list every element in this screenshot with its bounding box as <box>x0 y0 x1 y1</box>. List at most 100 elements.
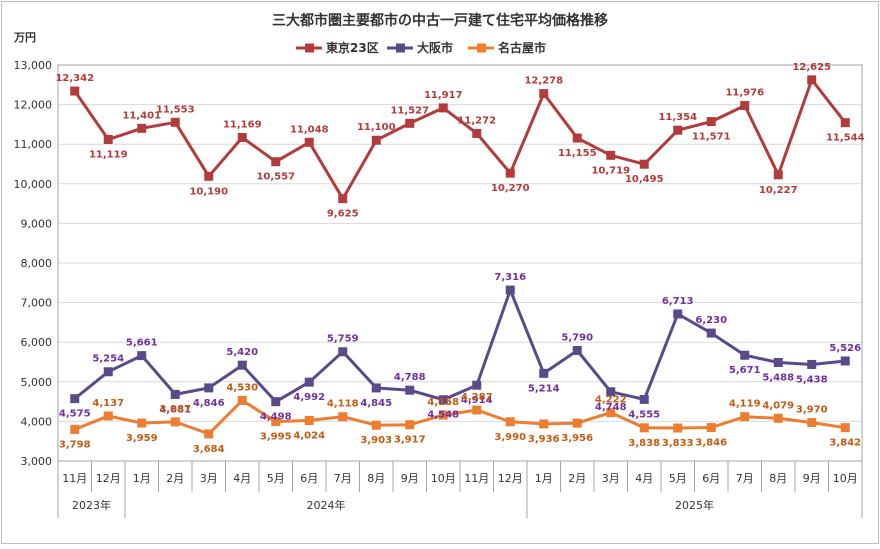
legend: 東京23区 大阪市 名古屋市 <box>296 40 546 55</box>
data-point <box>539 89 549 99</box>
data-label: 4,548 <box>427 410 459 421</box>
x-axis: 11月 12月 1月 2月 3月 4月 5月 6月 7月 8月 9月 10月 11月 12月 1月 2月 3月 4… <box>57 64 863 518</box>
data-point <box>103 367 113 377</box>
data-label: 4,137 <box>92 398 124 409</box>
x-tick-label: 3月 <box>200 472 218 485</box>
data-point <box>304 137 314 147</box>
legend-swatch-marker <box>305 43 314 53</box>
series-line <box>73 288 846 404</box>
data-point <box>271 417 281 427</box>
data-label: 12,278 <box>524 76 563 87</box>
data-point <box>639 423 649 433</box>
data-label: 6,230 <box>695 315 727 326</box>
data-label: 5,526 <box>829 343 861 354</box>
data-label: 3,684 <box>193 444 225 455</box>
x-tick-label: 9月 <box>401 472 419 485</box>
data-point <box>137 351 147 361</box>
data-point <box>606 150 616 160</box>
data-label: 4,287 <box>461 392 493 403</box>
x-tick-label: 8月 <box>367 472 385 485</box>
data-point <box>137 123 147 133</box>
data-point <box>170 117 180 127</box>
data-label: 4,788 <box>394 372 426 383</box>
data-point <box>338 347 348 357</box>
data-label: 11,527 <box>390 105 429 116</box>
data-point <box>572 346 582 356</box>
data-label: 10,495 <box>625 174 664 185</box>
x-tick-label: 12月 <box>96 472 121 485</box>
data-label: 11,155 <box>558 148 597 159</box>
series-line <box>73 78 847 201</box>
data-point <box>807 359 817 369</box>
data-point <box>438 103 448 113</box>
y-tick-label: 8,000 <box>21 257 53 270</box>
y-axis-unit-label: 万円 <box>13 31 36 44</box>
data-label: 3,842 <box>829 438 861 449</box>
y-tick-label: 12,000 <box>14 99 53 112</box>
data-point <box>472 380 482 390</box>
year-label: 2025年 <box>675 498 714 512</box>
x-tick-label: 7月 <box>334 472 352 485</box>
data-point <box>740 101 750 111</box>
data-point <box>840 356 850 366</box>
data-label: 3,833 <box>662 438 694 449</box>
data-label: 3,956 <box>561 433 593 444</box>
x-tick-label: 4月 <box>635 472 653 485</box>
y-tick-label: 11,000 <box>14 138 53 151</box>
data-point <box>840 118 850 128</box>
data-label: 4,992 <box>293 392 325 403</box>
data-label: 11,571 <box>692 132 731 143</box>
data-label: 11,354 <box>658 112 697 123</box>
x-tick-label: 10月 <box>431 472 456 485</box>
data-point <box>338 412 348 422</box>
data-point <box>505 417 515 427</box>
year-label: 2023年 <box>72 498 111 512</box>
data-label: 5,790 <box>561 333 593 344</box>
data-label: 4,555 <box>628 409 660 420</box>
data-point <box>673 125 683 135</box>
data-label: 3,917 <box>394 435 426 446</box>
data-label: 6,713 <box>662 296 694 307</box>
x-tick-label: 1月 <box>535 472 553 485</box>
data-label: 12,342 <box>55 73 94 84</box>
legend-swatch-marker <box>396 43 405 53</box>
data-label: 3,987 <box>159 404 191 415</box>
x-tick-label: 6月 <box>702 472 720 485</box>
data-label: 3,846 <box>695 437 727 448</box>
data-label: 4,118 <box>327 399 359 410</box>
y-tick-label: 6,000 <box>21 336 53 349</box>
data-label: 4,748 <box>595 402 627 413</box>
data-label: 5,759 <box>327 334 359 345</box>
data-label: 3,936 <box>528 434 560 445</box>
data-label: 4,498 <box>260 412 292 423</box>
data-label: 10,227 <box>759 185 798 196</box>
x-tick-label: 5月 <box>669 472 687 485</box>
data-label: 4,845 <box>360 398 392 409</box>
data-point <box>237 395 247 405</box>
data-point <box>405 118 415 128</box>
data-label: 3,990 <box>494 432 526 443</box>
data-label: 11,048 <box>290 124 329 135</box>
data-point <box>204 383 214 393</box>
data-label: 5,671 <box>729 365 761 376</box>
data-label: 4,222 <box>595 395 627 406</box>
data-label: 4,530 <box>226 382 258 393</box>
legend-swatch-marker <box>477 43 486 53</box>
data-point <box>572 418 582 428</box>
x-tick-label: 2月 <box>166 472 184 485</box>
x-tick-label: 2月 <box>568 472 586 485</box>
data-point <box>438 410 448 420</box>
data-point <box>304 377 314 387</box>
data-point <box>438 395 448 405</box>
data-label: 5,214 <box>528 383 560 394</box>
data-label: 4,158 <box>427 397 459 408</box>
data-point <box>673 309 683 319</box>
data-label: 3,838 <box>628 438 660 449</box>
data-point <box>170 389 180 399</box>
series-3 <box>70 395 850 439</box>
data-label: 11,976 <box>725 88 764 99</box>
data-point <box>505 285 515 295</box>
